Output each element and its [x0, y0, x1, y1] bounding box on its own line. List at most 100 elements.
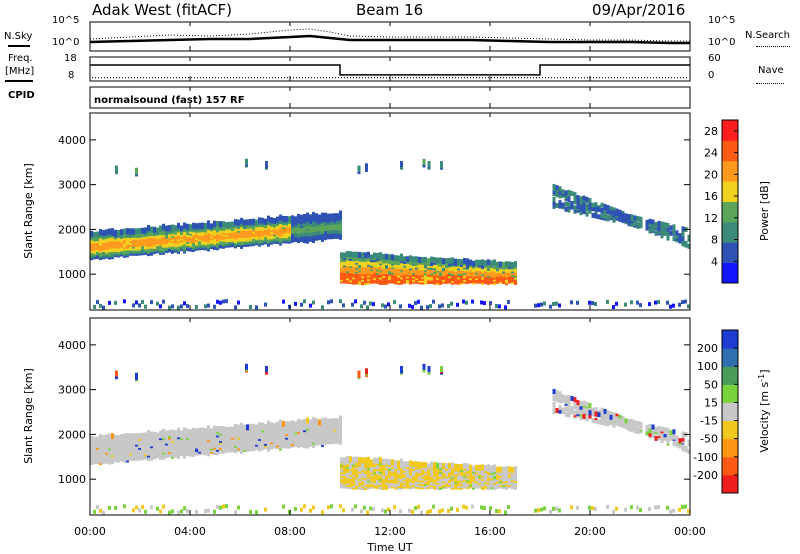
velocity-colorbar-swatch — [722, 330, 738, 349]
power-cell — [132, 303, 135, 308]
power-cell — [370, 254, 373, 261]
velocity-cell — [306, 417, 309, 424]
velocity-cell — [219, 426, 222, 433]
power-cell — [213, 220, 216, 227]
power-cell — [573, 195, 577, 201]
velocity-cell — [636, 421, 640, 427]
velocity-cell — [312, 505, 315, 510]
freq-left-tick-bottom: 8 — [68, 70, 75, 81]
power-cell — [376, 252, 379, 259]
velocity-cell — [150, 431, 153, 438]
power-cell — [594, 206, 598, 212]
nsearch-label: N.Search — [745, 30, 791, 41]
nave-right-tick-top: 60 — [708, 53, 721, 64]
power-cell — [579, 196, 583, 202]
power-cell — [207, 303, 210, 308]
power-cell — [204, 304, 207, 309]
velocity-cell — [177, 510, 180, 515]
power-cell — [654, 221, 658, 227]
velocity-cell — [594, 418, 598, 424]
power-cell — [639, 216, 643, 222]
power-cell — [117, 230, 120, 237]
power-cell — [273, 217, 276, 224]
velocity-cell — [684, 445, 688, 451]
power-cell — [508, 261, 511, 268]
velocity-cell — [582, 408, 586, 414]
power-cell — [573, 205, 577, 211]
power-cell — [216, 221, 219, 228]
velocity-cell — [573, 404, 577, 410]
power-cell — [672, 303, 675, 308]
noise-left-tick-bottom: 10^0 — [52, 37, 80, 48]
power-cell — [675, 230, 679, 236]
power-cell — [153, 226, 156, 233]
power-cell — [651, 223, 655, 229]
velocity-cell — [222, 504, 225, 509]
power-cell — [445, 258, 448, 265]
velocity-cell — [678, 507, 681, 512]
velocity-ytick-label: 2000 — [58, 428, 86, 441]
power-cell — [93, 231, 96, 238]
velocity-cell — [135, 372, 138, 379]
velocity-cell — [633, 420, 637, 426]
power-cell — [594, 213, 598, 219]
velocity-cell — [499, 466, 502, 473]
velocity-cell — [201, 427, 204, 434]
power-cell — [505, 261, 508, 268]
power-cell — [96, 231, 99, 238]
power-cell — [570, 190, 574, 196]
velocity-colorbar-label-end: ] — [758, 369, 771, 373]
power-cell — [363, 300, 366, 305]
velocity-cell — [114, 434, 117, 441]
power-cell — [585, 206, 589, 212]
power-cell — [511, 261, 514, 268]
velocity-cell — [609, 418, 613, 424]
velocity-cell — [669, 435, 673, 441]
velocity-cell — [117, 435, 120, 442]
power-cell — [349, 251, 352, 258]
velocity-cell — [96, 505, 99, 510]
power-cell — [409, 255, 412, 262]
power-cell — [315, 213, 318, 220]
velocity-cell — [555, 397, 559, 403]
velocity-cell — [552, 401, 556, 407]
power-cell — [636, 223, 640, 229]
velocity-cell — [144, 432, 147, 439]
power-cell — [621, 212, 625, 218]
power-cell — [555, 301, 558, 306]
power-cell — [225, 299, 228, 304]
velocity-cell — [406, 461, 409, 468]
power-colorbar-swatch — [722, 160, 738, 182]
power-cell — [237, 300, 240, 305]
power-cell — [144, 304, 147, 309]
power-cell — [150, 226, 153, 233]
velocity-cell — [561, 394, 565, 400]
power-cell — [588, 205, 592, 211]
power-cell — [321, 305, 324, 310]
power-cell — [394, 255, 397, 262]
power-cell — [379, 252, 382, 259]
power-cell — [552, 189, 556, 195]
velocity-cell — [537, 508, 540, 513]
power-cell — [495, 304, 498, 309]
velocity-cell — [156, 432, 159, 439]
velocity-cell — [627, 419, 631, 425]
velocity-cell — [361, 457, 364, 464]
velocity-cell — [496, 466, 499, 473]
velocity-cell — [186, 428, 189, 435]
velocity-cell — [370, 459, 373, 466]
power-cell — [132, 228, 135, 235]
power-cell — [660, 228, 664, 234]
noise-series — [89, 28, 690, 45]
power-cell — [159, 225, 162, 232]
velocity-cell — [630, 426, 634, 432]
velocity-cell — [355, 456, 358, 463]
velocity-cell — [376, 457, 379, 464]
power-cell — [156, 301, 159, 306]
velocity-cell — [297, 418, 300, 425]
power-cell — [669, 230, 673, 236]
power-cell — [648, 302, 651, 307]
power-cell — [579, 199, 583, 205]
velocity-cell — [387, 507, 390, 512]
